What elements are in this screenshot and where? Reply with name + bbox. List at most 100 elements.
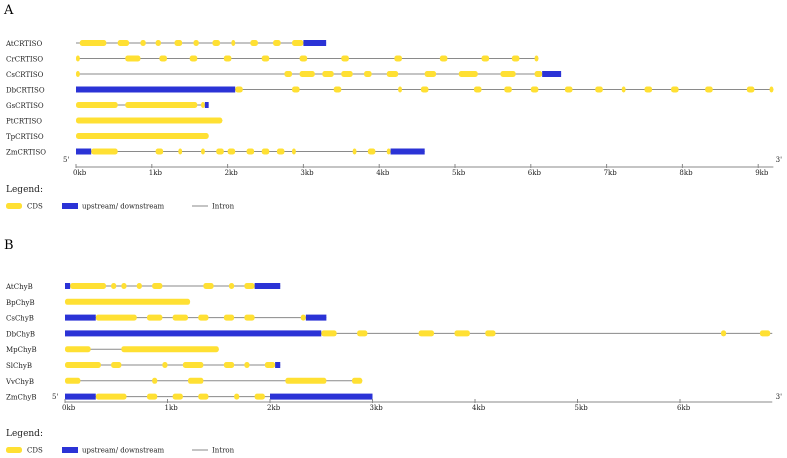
tick-label: 2kb (225, 169, 239, 177)
cds-exon (292, 40, 304, 46)
cds-exon (95, 314, 137, 321)
cds-exon (564, 86, 573, 93)
cds-exon (300, 314, 306, 321)
legend-utr-label: upstream/ downstream (82, 447, 165, 455)
cds-exon (364, 71, 372, 77)
cds-exon (367, 148, 376, 155)
cds-exon (500, 71, 516, 77)
cds-exon (439, 55, 448, 62)
cds-exon (212, 40, 221, 46)
cds-exon (155, 40, 161, 46)
cds-exon (292, 86, 300, 93)
five-prime-label: 5' (63, 156, 69, 164)
gene-label: AtChyB (5, 283, 33, 291)
cds-exon (322, 71, 334, 77)
cds-exon (424, 71, 437, 77)
cds-exon (244, 362, 250, 368)
cds-exon (473, 86, 482, 93)
tick-label: 7kb (604, 169, 618, 177)
legend-utr-label: upstream/ downstream (82, 203, 165, 211)
tick-label: 9kb (755, 169, 769, 177)
legend-cds-swatch (6, 203, 22, 209)
cds-exon (76, 133, 209, 139)
tick-label: 0kb (62, 404, 76, 412)
gene-label: TpCRTISO (6, 133, 44, 141)
cds-exon (276, 148, 285, 155)
cds-exon (244, 283, 255, 289)
gene-label: GsCRTISO (6, 102, 44, 110)
utr-segment (303, 40, 327, 46)
tick-label: 5kb (452, 169, 466, 177)
three-prime-label: 3' (776, 393, 782, 401)
three-prime-label: 3' (776, 156, 782, 164)
gene-label: CsCRTISO (6, 71, 44, 79)
tick-label: 6kb (528, 169, 542, 177)
cds-exon (140, 40, 146, 46)
cds-exon (111, 283, 117, 289)
cds-exon (76, 71, 80, 77)
cds-exon (174, 40, 183, 46)
cds-exon (284, 71, 293, 77)
cds-exon (352, 148, 357, 155)
cds-exon (386, 148, 391, 155)
cds-exon (261, 148, 270, 155)
tick-label: 1kb (149, 169, 163, 177)
cds-exon (292, 148, 296, 155)
gene-label: ZmCRTISO (6, 149, 46, 157)
cds-exon (534, 55, 539, 62)
cds-exon (705, 86, 713, 93)
legend-cds-label: CDS (27, 447, 43, 455)
cds-exon (117, 40, 130, 46)
cds-exon (721, 330, 727, 337)
cds-exon (454, 330, 470, 337)
cds-exon (394, 55, 402, 62)
cds-exon (341, 55, 349, 62)
gene-label: PtCRTISO (6, 118, 42, 126)
cds-exon (261, 55, 270, 62)
cds-exon (511, 55, 520, 62)
utr-segment (65, 393, 96, 400)
utr-segment (65, 330, 322, 337)
cds-exon (621, 86, 626, 93)
cds-exon (203, 283, 214, 289)
cds-exon (246, 148, 255, 155)
cds-exon (229, 283, 235, 289)
cds-exon (182, 362, 204, 368)
cds-exon (198, 314, 209, 321)
tick-label: 3kb (300, 169, 314, 177)
cds-exon (357, 330, 368, 337)
cds-exon (341, 71, 353, 77)
cds-exon (193, 40, 199, 46)
gene-label: BpChyB (6, 299, 35, 307)
cds-exon (162, 362, 168, 368)
cds-exon (65, 298, 191, 305)
legend-title: Legend: (6, 185, 43, 195)
cds-exon (769, 86, 774, 93)
cds-exon (231, 40, 236, 46)
gene-label: CsChyB (6, 315, 34, 323)
cds-exon (125, 55, 141, 62)
cds-exon (299, 55, 308, 62)
legend-intron-label: Intron (212, 203, 235, 211)
cds-exon (595, 86, 603, 93)
cds-exon (147, 393, 158, 400)
cds-exon (147, 314, 163, 321)
gene-label: DbChyB (6, 330, 35, 338)
tick-label: 3kb (370, 404, 384, 412)
legend-utr-swatch (62, 447, 78, 453)
cds-exon (76, 102, 118, 108)
utr-segment (204, 102, 209, 108)
cds-exon (299, 71, 315, 77)
tick-label: 8kb (679, 169, 693, 177)
gene-label: ZmChyB (6, 394, 36, 402)
tick-label: 5kb (575, 404, 589, 412)
cds-exon (121, 283, 127, 289)
cds-exon (504, 86, 512, 93)
cds-exon (172, 314, 188, 321)
cds-exon (235, 86, 243, 93)
utr-segment (305, 314, 327, 321)
tick-label: 6kb (677, 404, 691, 412)
tick-label: 2kb (267, 404, 281, 412)
utr-segment (76, 86, 236, 93)
tick-label: 0kb (73, 169, 87, 177)
